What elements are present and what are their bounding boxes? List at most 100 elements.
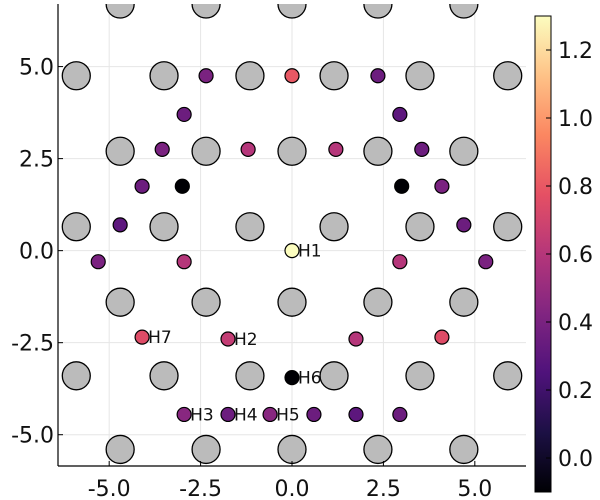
- framework-atom: [319, 212, 349, 242]
- plot-area: [61, 4, 523, 465]
- colorbar-tick-label: 0.6: [558, 243, 593, 268]
- colorbar-tick-label: 0.0: [558, 447, 593, 472]
- hydrogen-site-point: [240, 141, 256, 158]
- framework-atom: [105, 287, 135, 317]
- hydrogen-site-point: [348, 331, 364, 347]
- y-tick-label: -5.0: [11, 424, 54, 449]
- hydrogen-site-point: [348, 406, 364, 423]
- hydrogen-site-point: [284, 243, 300, 259]
- framework-atom: [149, 212, 179, 242]
- site-label: H6: [298, 369, 322, 389]
- framework-atoms: [61, 4, 523, 465]
- site-label: H3: [190, 405, 214, 425]
- hydrogen-site-point: [174, 178, 190, 194]
- x-tick-label: 0.0: [275, 477, 310, 500]
- framework-atom: [449, 434, 479, 465]
- colorbar: 0.0 0.2 0.4 0.6 0.8 1.0 1.2: [534, 15, 593, 493]
- x-axis-ticks: -5.0 -2.5 0.0 2.5 5.0: [88, 461, 492, 500]
- site-label: H7: [148, 328, 172, 348]
- y-axis-ticks: -5.0 -2.5 0.0 2.5 5.0: [11, 56, 63, 449]
- hydrogen-site-point: [328, 141, 344, 158]
- framework-atom: [319, 61, 349, 91]
- site-label: H4: [234, 405, 258, 425]
- framework-atom: [61, 212, 91, 242]
- framework-atom: [149, 361, 179, 391]
- hydrogen-site-point: [154, 141, 170, 158]
- hydrogen-site-point: [134, 178, 150, 194]
- hydrogen-site-point: [370, 68, 386, 84]
- framework-atom: [319, 361, 349, 391]
- framework-atom: [363, 434, 393, 465]
- colorbar-tick-label: 0.4: [558, 311, 593, 336]
- hydrogen-sites: [90, 68, 494, 423]
- hydrogen-site-point: [176, 406, 192, 423]
- framework-atom: [277, 136, 307, 166]
- framework-atom: [449, 136, 479, 166]
- hydrogen-site-point: [284, 370, 300, 386]
- framework-atom: [105, 4, 135, 19]
- colorbar-tick-label: 0.8: [558, 175, 593, 200]
- hydrogen-site-point: [434, 329, 450, 345]
- framework-atom: [449, 287, 479, 317]
- site-label: H5: [276, 405, 300, 425]
- framework-atom: [149, 61, 179, 91]
- framework-atom: [493, 212, 523, 242]
- framework-atom: [449, 4, 479, 19]
- hydrogen-site-point: [262, 406, 278, 423]
- framework-atom: [405, 361, 435, 391]
- site-label: H1: [298, 242, 322, 262]
- hydrogen-site-point: [284, 68, 300, 84]
- framework-atom: [105, 136, 135, 166]
- colorbar-ticks: 0.0 0.2 0.4 0.6 0.8 1.0 1.2: [546, 39, 593, 472]
- framework-atom: [277, 287, 307, 317]
- hydrogen-site-point: [394, 178, 410, 194]
- hydrogen-site-point: [306, 406, 322, 423]
- framework-atom: [363, 4, 393, 19]
- hydrogen-site-point: [478, 254, 494, 270]
- hydrogen-site-point: [112, 217, 128, 233]
- y-tick-label: 2.5: [19, 148, 54, 173]
- colorbar-tick-label: 0.2: [558, 379, 593, 404]
- hydrogen-site-point: [392, 406, 408, 423]
- framework-atom: [191, 136, 221, 166]
- hydrogen-site-point: [220, 406, 236, 423]
- framework-atom: [363, 136, 393, 166]
- colorbar-tick-label: 1.2: [558, 39, 593, 64]
- y-tick-label: 5.0: [19, 56, 54, 81]
- hydrogen-site-point: [90, 254, 106, 270]
- framework-atom: [405, 61, 435, 91]
- framework-atom: [405, 212, 435, 242]
- x-tick-label: 2.5: [366, 477, 401, 500]
- hydrogen-site-point: [414, 141, 430, 158]
- y-tick-label: -2.5: [11, 332, 54, 357]
- site-label: H2: [234, 330, 258, 350]
- framework-atom: [493, 361, 523, 391]
- framework-atom: [61, 61, 91, 91]
- framework-atom: [191, 287, 221, 317]
- hydrogen-site-point: [134, 329, 150, 345]
- framework-atom: [277, 434, 307, 465]
- hydrogen-site-point: [392, 106, 408, 123]
- framework-atom: [105, 434, 135, 465]
- framework-atom: [493, 61, 523, 91]
- hydrogen-site-point: [176, 106, 192, 123]
- hydrogen-site-point: [392, 254, 408, 270]
- x-tick-label: -5.0: [88, 477, 131, 500]
- hydrogen-site-point: [434, 178, 450, 194]
- y-tick-label: 0.0: [19, 240, 54, 265]
- framework-atom: [191, 4, 221, 19]
- framework-atom: [235, 61, 265, 91]
- hydrogen-site-point: [220, 331, 236, 347]
- x-tick-label: -2.5: [179, 477, 222, 500]
- x-tick-label: 5.0: [457, 477, 492, 500]
- hydrogen-site-point: [176, 254, 192, 270]
- framework-atom: [191, 434, 221, 465]
- hydrogen-site-point: [456, 217, 472, 233]
- framework-atom: [235, 361, 265, 391]
- framework-atom: [61, 361, 91, 391]
- site-labels: H1 H2 H3 H4 H5 H6 H7: [148, 242, 322, 426]
- framework-atom: [363, 287, 393, 317]
- colorbar-tick-label: 1.0: [558, 107, 593, 132]
- framework-atom: [277, 4, 307, 19]
